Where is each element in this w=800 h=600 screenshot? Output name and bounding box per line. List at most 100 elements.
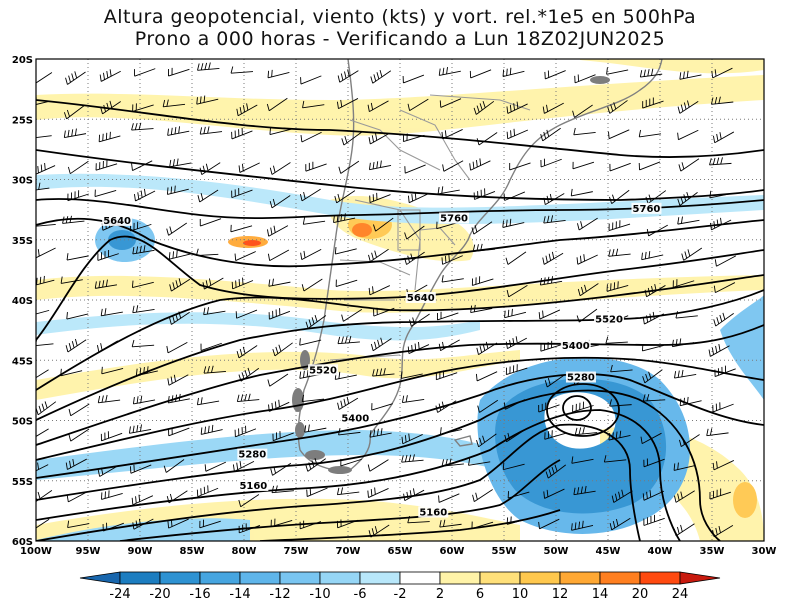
wind-barb [570, 188, 593, 197]
colorbar-label: -6 [354, 587, 367, 600]
wind-barb [402, 133, 425, 142]
wind-barb [36, 462, 49, 472]
colorbar-label: -10 [309, 587, 330, 600]
wind-barb [675, 311, 698, 319]
vort-negative-band [36, 173, 764, 225]
latitude-tick-label: 20S [12, 55, 33, 66]
wind-barb [476, 132, 498, 146]
wind-barb [36, 369, 49, 379]
wind-barb [98, 131, 121, 143]
wind-barb [574, 427, 598, 436]
contour-label-background [237, 448, 268, 460]
wind-barb [543, 488, 565, 499]
wind-barb [712, 131, 735, 144]
wind-barb [714, 365, 736, 377]
wind-barb [371, 403, 393, 411]
wind-barb [544, 70, 566, 80]
longitude-tick-label: 40W [648, 546, 673, 557]
longitude-tick-label: 75W [284, 546, 309, 557]
wind-barb [340, 458, 362, 467]
cyclone-vorticity-core [495, 378, 667, 514]
longitude-labels: 100W 95W 90W 85W 80W 75W 70W 65W 60W 55W 50W 45W 40W… [20, 546, 776, 557]
wind-barb [269, 162, 291, 175]
wind-barb [714, 255, 737, 267]
wind-barb [163, 459, 185, 473]
wind-barb [132, 103, 154, 112]
wind-barb [60, 276, 83, 284]
wind-barb [475, 371, 498, 382]
wind-barb [407, 341, 430, 354]
colorbar-label: 10 [512, 587, 529, 600]
longitude-tick-label: 35W [700, 546, 725, 557]
wind-barb [402, 74, 425, 84]
wind-barb [100, 100, 121, 115]
wind-barb [407, 515, 430, 524]
wind-barb [369, 192, 391, 203]
wind-barb [128, 424, 152, 434]
wind-barb [272, 342, 293, 357]
wind-barb [609, 517, 631, 531]
wind-barb [302, 100, 325, 109]
latitude-tick-label: 45S [12, 356, 33, 367]
wind-barb [409, 313, 430, 327]
vort-positive-spot [243, 240, 261, 246]
wind-barb [66, 312, 89, 320]
wind-barb [368, 248, 389, 262]
wind-barb [369, 428, 392, 438]
wind-barb [367, 100, 389, 113]
contour-label: 5520 [595, 315, 623, 326]
wind-barb [166, 490, 188, 504]
wind-barb [639, 68, 663, 78]
colorbar-label: 2 [436, 587, 444, 600]
wind-barb [236, 345, 258, 359]
wind-barb [66, 253, 89, 261]
contour-5220 [36, 409, 681, 541]
wind-barb [131, 339, 155, 348]
wind-barb [642, 393, 666, 402]
contour-5460 [36, 324, 764, 446]
wind-barb [132, 245, 155, 255]
wind-barb [169, 311, 190, 325]
wind-barb [404, 251, 425, 265]
wind-barb [473, 188, 496, 200]
wind-barb [200, 342, 222, 352]
longitude-tick-label: 30W [752, 546, 777, 557]
wind-barb [199, 519, 221, 529]
vort-negative-spot [108, 230, 136, 250]
colorbar-swatch [239, 571, 281, 585]
contour-label: 5160 [419, 507, 447, 518]
colorbar: -24 -20 -16 -14 -12 -10 -6 -2 2 6 10 12 14 20 24 [79, 571, 721, 600]
contour-label: 5520 [309, 365, 337, 376]
wind-barb [606, 281, 629, 292]
wind-barb [538, 309, 561, 320]
wind-barb [299, 188, 321, 202]
wind-barb [605, 336, 628, 344]
wind-barb [268, 278, 291, 287]
colorbar-label: 6 [476, 587, 484, 600]
wind-barb [638, 129, 662, 138]
wind-barb [236, 103, 258, 117]
wind-barb [36, 223, 56, 227]
wind-barb [195, 248, 219, 256]
wind-barb [68, 403, 90, 417]
latitude-tick-label: 60S [12, 537, 33, 548]
latitude-tick-label: 50S [12, 417, 33, 428]
wind-barb [338, 160, 360, 174]
contour-label-background [631, 202, 662, 214]
wind-barb [65, 338, 87, 353]
wind-barb [236, 393, 260, 402]
wind-barb [641, 343, 664, 352]
wind-barb [577, 283, 599, 297]
wind-barb [36, 401, 57, 416]
wind-barb [441, 275, 464, 283]
wind-barb [468, 458, 491, 466]
wind-barb [97, 394, 121, 404]
wind-barb [502, 67, 525, 77]
wind-barb [571, 520, 594, 531]
wind-barb [167, 126, 190, 136]
wind-barb [230, 224, 253, 233]
wind-barb [539, 276, 563, 286]
colorbar-swatch [479, 571, 521, 585]
wind-barb [36, 489, 53, 503]
longitude-tick-label: 60W [440, 546, 465, 557]
